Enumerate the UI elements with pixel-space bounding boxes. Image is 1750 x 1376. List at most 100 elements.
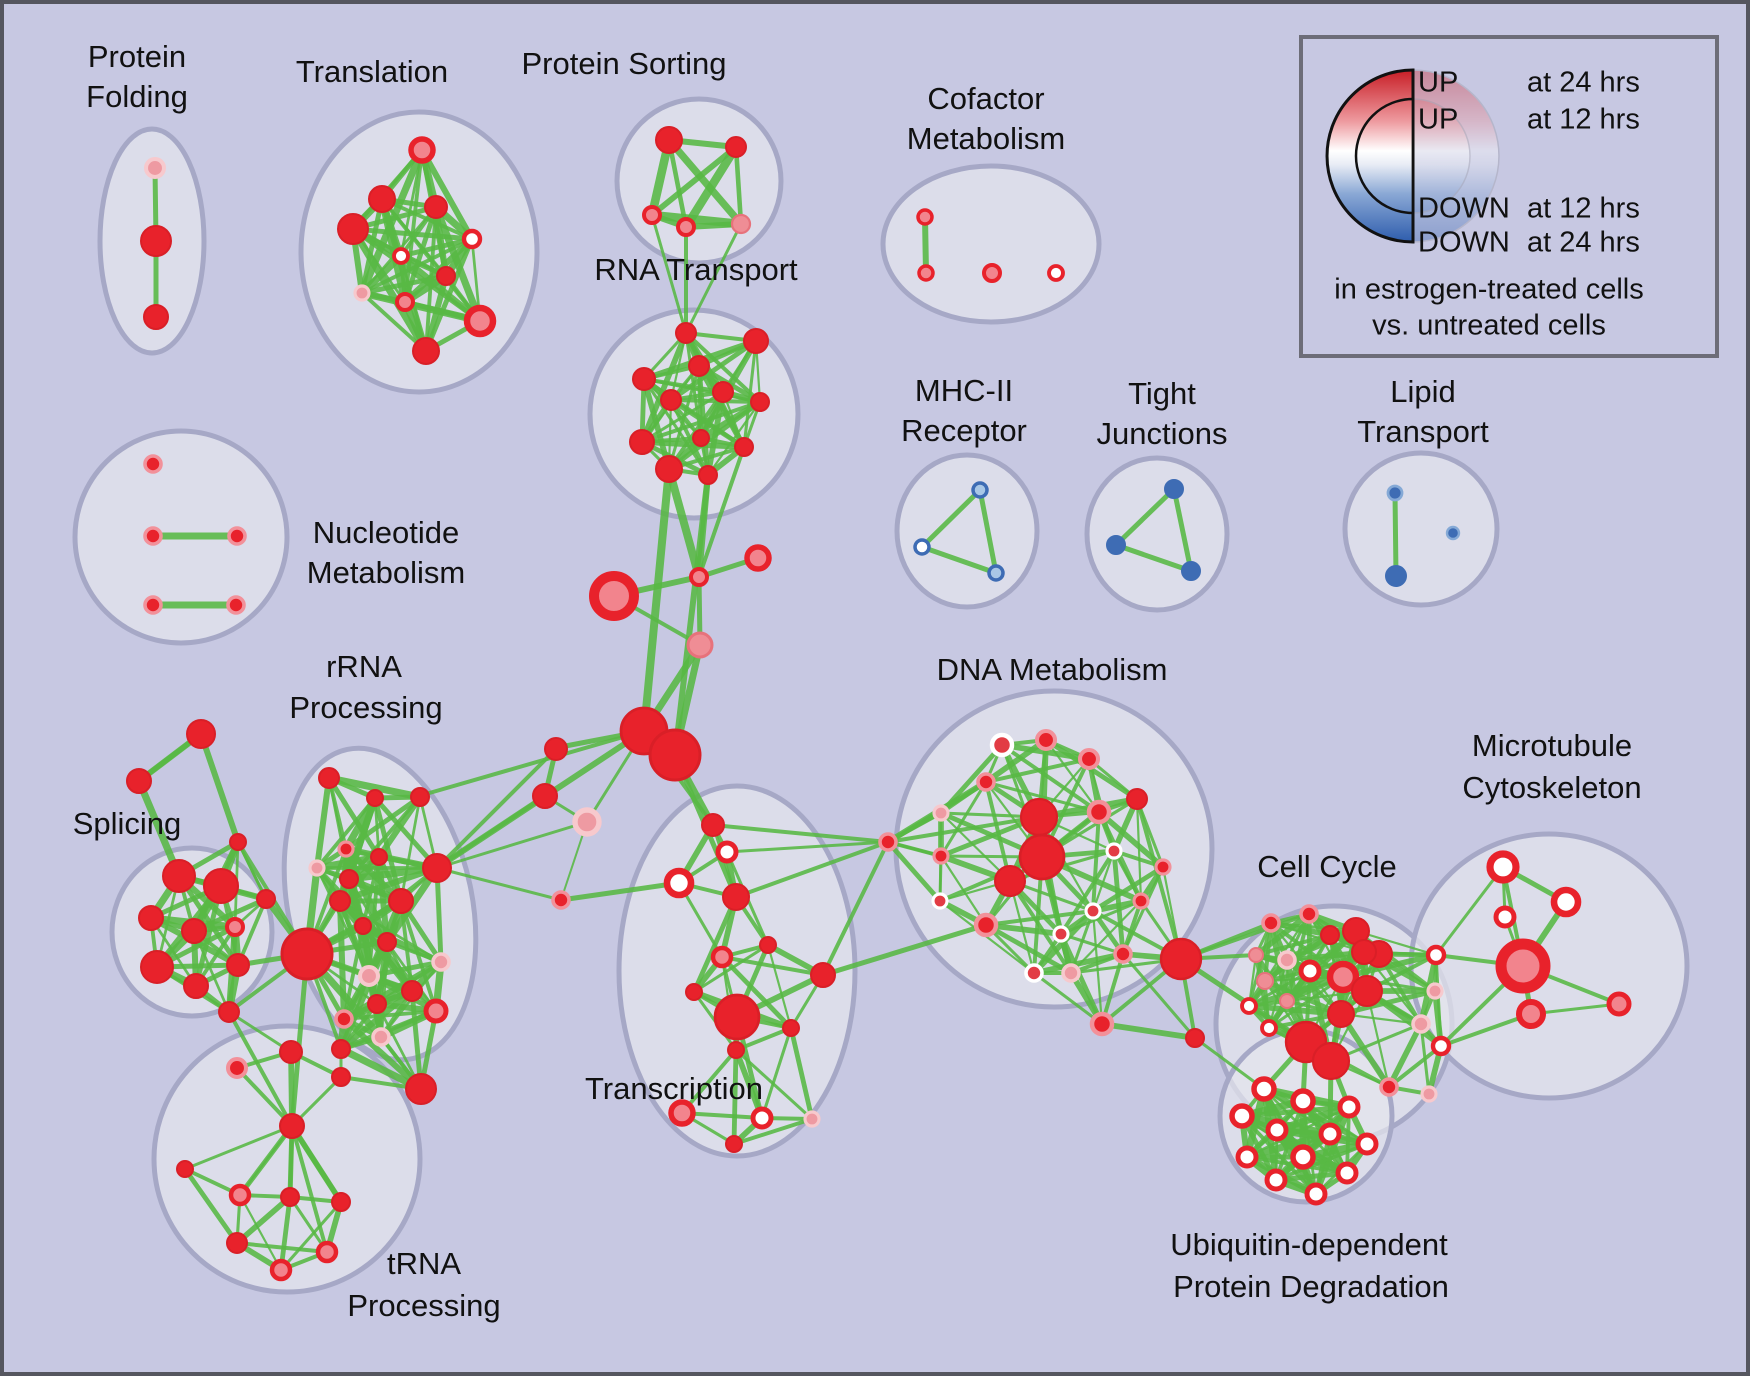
network-edge — [290, 1124, 329, 1254]
network-node-dna-metabolism — [1019, 797, 1059, 837]
network-node-dna-metabolism — [1084, 902, 1102, 920]
network-edge — [176, 873, 241, 968]
network-node-rrna-processing — [357, 964, 381, 988]
network-node-lipid-transport — [1386, 484, 1404, 502]
network-node-dna-metabolism — [994, 865, 1026, 897]
legend-row-direction-3: DOWN — [1418, 227, 1510, 259]
network-edge — [366, 959, 444, 979]
network-edge — [666, 137, 689, 230]
network-node-splicing — [218, 1001, 240, 1023]
network-edge — [435, 794, 547, 870]
network-node-cell-cycle — [1351, 975, 1383, 1007]
network-node-mhc-ii-receptor — [971, 481, 989, 499]
network-edge — [336, 864, 441, 905]
network-edge — [435, 747, 558, 870]
network-node-connector-hub — [551, 890, 571, 910]
network-node-trna-processing — [176, 1160, 194, 1178]
network-node-dna-metabolism — [1132, 892, 1150, 910]
network-node-dna-metabolism — [976, 772, 996, 792]
network-edge — [711, 823, 890, 844]
network-edge — [338, 1008, 439, 1052]
network-edge — [1113, 486, 1177, 548]
network-edge — [1091, 810, 1101, 913]
network-edge — [359, 196, 385, 296]
network-node-translation — [337, 213, 369, 245]
network-node-splicing — [140, 950, 174, 984]
network-edge — [1113, 542, 1194, 574]
network-node-dna-metabolism — [1077, 747, 1101, 771]
network-node-translation — [424, 195, 448, 219]
network-node-trna-processing — [279, 1113, 305, 1139]
legend-row-direction-2: DOWN — [1418, 193, 1510, 225]
cluster-label-rrna-processing-0: rRNA — [326, 649, 402, 684]
network-node-dna-metabolism — [989, 732, 1015, 758]
cluster-label-tight-junctions-0: Tight — [1128, 376, 1196, 411]
cluster-label-lipid-transport-1: Transport — [1357, 414, 1489, 449]
network-edge — [1171, 486, 1194, 574]
network-node-nucleotide-metabolism — [227, 526, 247, 546]
network-edge — [885, 839, 943, 904]
network-node-protein-folding — [140, 225, 172, 257]
network-edge — [358, 252, 405, 297]
network-edge — [1059, 849, 1116, 936]
network-edge — [1243, 1130, 1334, 1161]
network-node-rna-transport — [712, 381, 734, 403]
cluster-label-protein-sorting-0: Protein Sorting — [521, 46, 726, 81]
network-node-ubiquitin-degradation — [1335, 1161, 1359, 1185]
network-node-transcription — [663, 867, 695, 899]
network-node-transcription — [715, 840, 739, 864]
cluster-label-splicing-0: Splicing — [73, 806, 182, 841]
network-node-rna-transport — [629, 429, 655, 455]
network-node-cell-cycle — [1426, 982, 1444, 1000]
network-edge — [434, 865, 444, 965]
network-edge — [227, 1010, 293, 1054]
network-node-transcription — [803, 1110, 821, 1128]
network-node-microtubule-cytoskeleton — [1493, 905, 1517, 929]
network-edge — [886, 811, 943, 844]
cluster-label-cell-cycle-0: Cell Cycle — [1257, 849, 1397, 884]
network-node-cell-cycle — [1420, 1085, 1438, 1103]
network-node-rrna-processing — [334, 1009, 354, 1029]
network-edge — [1179, 912, 1311, 961]
network-edge — [984, 757, 1091, 784]
network-edge — [1254, 933, 1332, 957]
network-node-dna-metabolism — [878, 832, 898, 852]
network-edge — [238, 1193, 283, 1272]
cluster-label-nucleotide-metabolism-1: Metabolism — [307, 555, 466, 590]
network-node-rna-transport — [655, 455, 683, 483]
cluster-label-trna-processing-0: tRNA — [387, 1246, 461, 1281]
network-node-nucleotide-metabolism — [143, 454, 163, 474]
network-edge — [665, 465, 703, 581]
cluster-label-microtubule-cytoskeleton-0: Microtubule — [1472, 728, 1632, 763]
network-node-trna-processing — [269, 1258, 293, 1282]
network-edge — [681, 142, 741, 232]
network-node-cell-cycle — [1299, 904, 1319, 924]
network-node-ubiquitin-degradation — [1265, 1118, 1289, 1142]
network-edge — [235, 1241, 329, 1254]
network-edge — [227, 1010, 294, 1128]
network-node-trna-processing — [280, 1187, 300, 1207]
network-edge — [691, 894, 739, 995]
network-edge — [734, 1048, 814, 1121]
network-node-splicing — [186, 719, 216, 749]
cluster-ellipse-mhc-ii-receptor — [894, 452, 1040, 610]
network-node-rrna-processing — [337, 840, 355, 858]
network-node-protein-folding — [143, 156, 167, 180]
network-node-ubiquitin-degradation — [1251, 1076, 1277, 1102]
network-node-connector-hub — [648, 728, 702, 782]
network-node-translation — [395, 292, 415, 312]
network-edge — [289, 1123, 344, 1205]
network-node-protein-folding — [143, 304, 169, 330]
network-node-ubiquitin-degradation — [1290, 1144, 1316, 1170]
network-node-microtubule-cytoskeleton — [1486, 850, 1520, 884]
network-edge — [182, 1166, 240, 1246]
network-node-rna-transport — [743, 328, 769, 354]
network-node-rna-transport — [692, 429, 710, 447]
network-node-transcription — [782, 1019, 800, 1037]
cluster-label-cofactor-metabolism-0: Cofactor — [927, 81, 1044, 116]
network-node-trna-processing — [331, 1192, 351, 1212]
network-node-ubiquitin-degradation — [1229, 1103, 1255, 1129]
network-edge — [731, 1047, 739, 1147]
network-edge — [398, 236, 475, 259]
